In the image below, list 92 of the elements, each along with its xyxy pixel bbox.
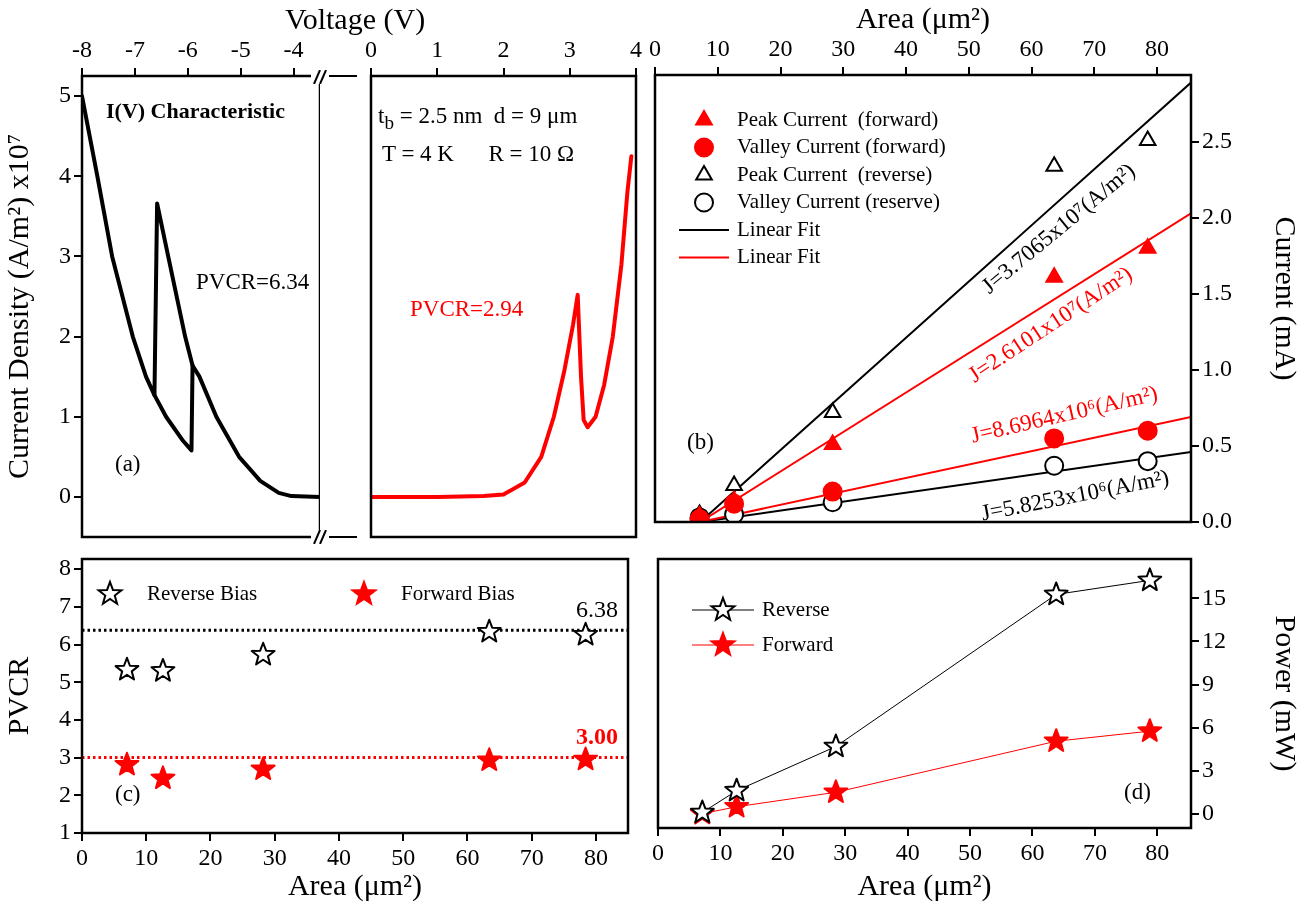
x-tick-label: 10 [705, 34, 730, 61]
y-tick-label: 9 [1202, 669, 1214, 696]
x-tick-label: 0 [652, 838, 664, 865]
y-tick-label: 4 [59, 161, 71, 188]
annotation: (c) [115, 781, 141, 806]
x-tick-label: -4 [283, 35, 304, 62]
x-tick-label: 4 [630, 35, 642, 62]
x-axis-title: Voltage (V) [284, 2, 426, 35]
legend-label: Linear Fit [737, 216, 821, 241]
x-tick-label: -6 [177, 35, 198, 62]
x-tick-label: 50 [956, 34, 981, 61]
annotation: (a) [115, 451, 141, 476]
ref-line-label: 6.38 [576, 595, 618, 622]
annotation: (d) [1124, 779, 1151, 804]
y-tick-label: 2 [59, 321, 71, 348]
x-tick-label: 70 [1082, 838, 1107, 865]
x-tick-label: 3 [563, 35, 576, 62]
x-tick-label: -7 [124, 35, 145, 62]
x-tick-label: 80 [1145, 34, 1170, 61]
legend-label: Peak Current (forward) [737, 106, 939, 131]
x-tick-label: 50 [391, 843, 416, 870]
y-tick-label: 7 [59, 592, 71, 619]
y-tick-label: 5 [59, 667, 71, 694]
y-tick-label: 0.0 [1202, 507, 1232, 534]
legend-label: Peak Current (reverse) [737, 161, 933, 186]
y-tick-label: 4 [59, 705, 71, 732]
y-tick-label: 6 [59, 629, 71, 656]
y-axis-title: PVCR [0, 656, 34, 736]
y-axis-title: Current Density (A/m²) x10⁷ [0, 133, 35, 480]
x-tick-label: 50 [958, 838, 983, 865]
y-tick-label: 8 [59, 554, 71, 581]
y-tick-label: 2.0 [1202, 203, 1232, 230]
y-tick-label: 0 [59, 482, 71, 509]
x-tick-label: 80 [583, 843, 608, 870]
y-tick-label: 1.5 [1202, 279, 1232, 306]
x-tick-label: 1 [431, 35, 444, 62]
x-tick-label: -5 [230, 35, 251, 62]
legend-label: Valley Current (forward) [737, 134, 946, 159]
x-tick-label: 20 [768, 34, 793, 61]
legend-label: Forward Bias [401, 580, 515, 605]
legend-label: Reverse Bias [147, 580, 258, 605]
ref-line-label: 3.00 [576, 722, 618, 749]
x-tick-label: 60 [1020, 838, 1045, 865]
annotation: PVCR=6.34 [196, 269, 310, 294]
legend-label: Forward [762, 631, 834, 656]
x-tick-label: 30 [833, 838, 858, 865]
x-tick-label: 70 [519, 843, 544, 870]
annotation: T = 4 K R = 10 Ω [382, 141, 575, 166]
x-tick-label: 70 [1082, 34, 1107, 61]
y-tick-label: 0.5 [1202, 431, 1232, 458]
x-tick-label: 60 [1019, 34, 1044, 61]
y-tick-label: 12 [1202, 626, 1226, 653]
x-tick-label: 30 [262, 843, 287, 870]
y-axis-title: Power (mW) [1269, 615, 1304, 772]
y-axis-title: Current (mA) [1269, 216, 1304, 381]
y-tick-label: 5 [59, 81, 71, 108]
y-tick-label: 0 [1202, 798, 1214, 825]
y-tick-label: 3 [59, 742, 71, 769]
x-tick-label: 0 [76, 843, 88, 870]
legend-label: Linear Fit [737, 244, 821, 269]
annotation: t$_{b}$ = 2.5 nm d = 9 μm [378, 103, 578, 133]
x-tick-label: 10 [134, 843, 159, 870]
x-tick-label: 0 [365, 35, 377, 62]
x-tick-label: 20 [770, 838, 795, 865]
annotation: I(V) Characteristic [106, 98, 285, 123]
x-tick-label: 20 [198, 843, 223, 870]
x-tick-label: 30 [831, 34, 856, 61]
x-tick-label: 60 [455, 843, 480, 870]
annotation: PVCR=2.94 [410, 296, 524, 321]
x-tick-label: 0 [649, 34, 661, 61]
x-axis-title: Area (μm²) [855, 0, 991, 35]
x-tick-label: 40 [326, 843, 351, 870]
y-tick-label: 1.0 [1202, 355, 1232, 382]
x-tick-label: 10 [708, 838, 733, 865]
y-tick-label: 1 [59, 818, 71, 845]
x-axis-title: Area (μm²) [287, 867, 423, 902]
y-tick-label: 3 [59, 241, 71, 268]
x-tick-label: 2 [497, 35, 510, 62]
x-tick-label: 40 [894, 34, 919, 61]
x-axis-title: Area (μm²) [857, 867, 992, 902]
legend-label: Valley Current (reserve) [737, 189, 940, 214]
y-tick-label: 15 [1202, 583, 1226, 610]
y-tick-label: 2.5 [1202, 127, 1232, 154]
y-tick-label: 2 [59, 780, 71, 807]
x-tick-label: 40 [895, 838, 920, 865]
y-tick-label: 6 [1202, 712, 1214, 739]
legend-label: Reverse [762, 596, 830, 621]
x-tick-label: -8 [72, 35, 92, 62]
annotation: (b) [687, 429, 714, 454]
y-tick-label: 1 [59, 402, 71, 429]
x-tick-label: 80 [1145, 838, 1170, 865]
y-tick-label: 3 [1202, 755, 1214, 782]
